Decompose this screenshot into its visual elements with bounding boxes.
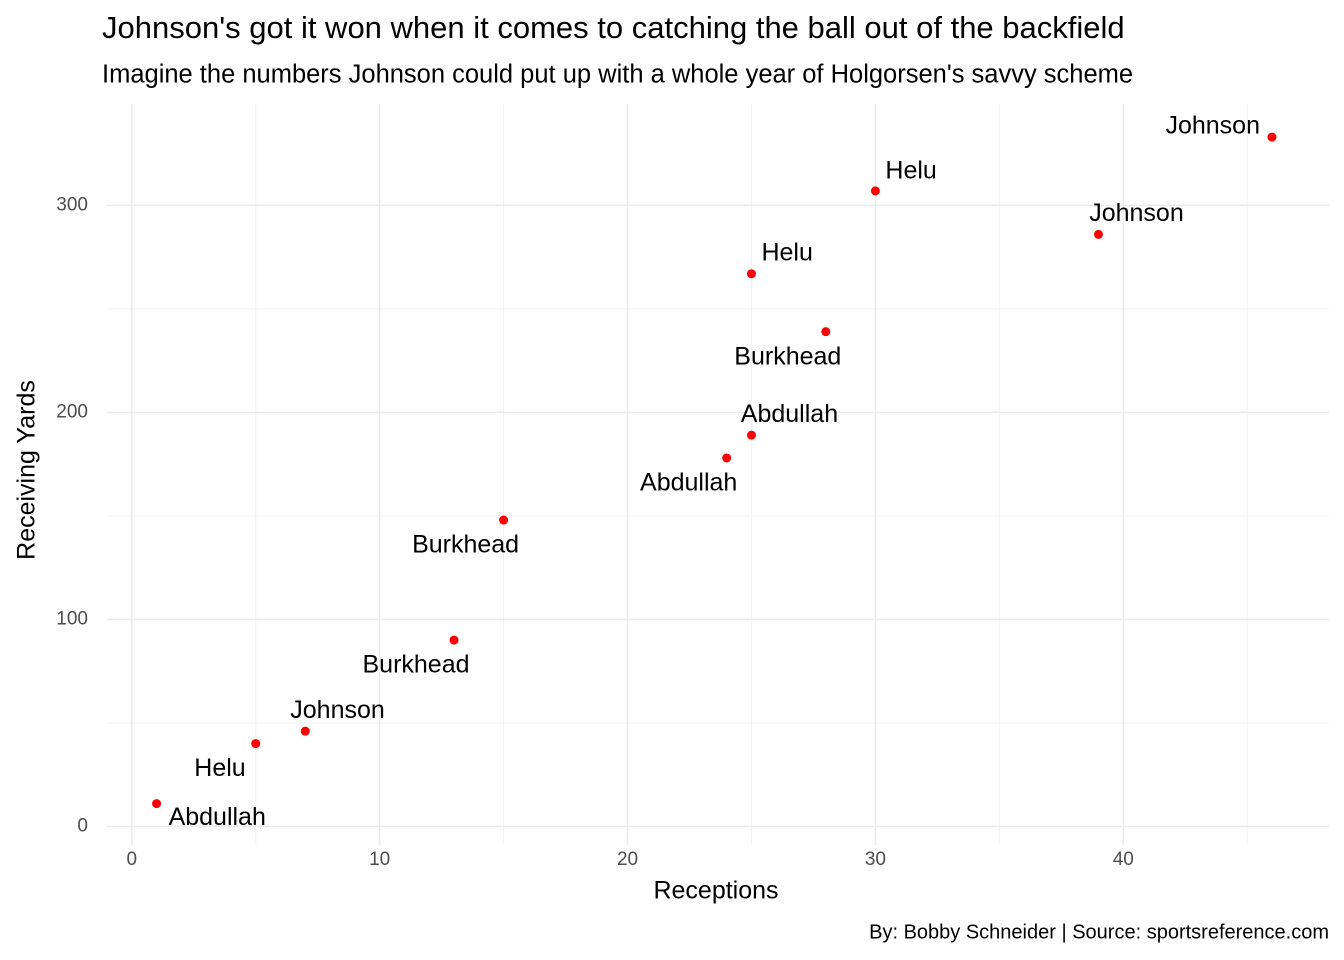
point-label: Abdullah (640, 469, 737, 497)
point-label: Burkhead (412, 531, 519, 559)
y-axis-title: Receiving Yards (13, 380, 41, 560)
y-tick-label: 100 (56, 608, 88, 629)
point-label: Helu (761, 238, 812, 266)
point-label: Helu (194, 754, 245, 782)
point-label: Helu (885, 157, 936, 185)
point-label: Johnson (1089, 199, 1184, 227)
y-tick-label: 200 (56, 401, 88, 422)
point (746, 269, 756, 279)
caption: By: Bobby Schneider | Source: sportsrefe… (869, 921, 1329, 943)
x-tick-label: 20 (617, 849, 638, 870)
y-tick-label: 0 (77, 815, 88, 836)
point (722, 453, 732, 463)
point (746, 430, 756, 440)
point (821, 327, 831, 337)
x-tick-label: 0 (126, 849, 137, 870)
point-label: Johnson (290, 696, 385, 724)
x-tick-label: 30 (865, 849, 886, 870)
chart-subtitle: Imagine the numbers Johnson could put up… (102, 61, 1133, 89)
point (870, 186, 880, 196)
point (1267, 132, 1277, 142)
y-tick-label: 300 (56, 194, 88, 215)
point-label: Abdullah (169, 803, 266, 831)
point-label: Johnson (1165, 112, 1260, 140)
point (251, 739, 261, 749)
x-tick-label: 40 (1113, 849, 1134, 870)
point (499, 515, 509, 525)
point-label: Abdullah (741, 400, 838, 428)
point (300, 726, 310, 736)
x-axis-title: Receptions (653, 877, 778, 905)
point (449, 635, 459, 645)
x-tick-label: 10 (369, 849, 390, 870)
chart-title: Johnson's got it won when it comes to ca… (102, 10, 1125, 45)
point (152, 799, 162, 809)
point-label: Burkhead (734, 342, 841, 370)
point-label: Burkhead (363, 651, 470, 679)
point (1093, 229, 1103, 239)
